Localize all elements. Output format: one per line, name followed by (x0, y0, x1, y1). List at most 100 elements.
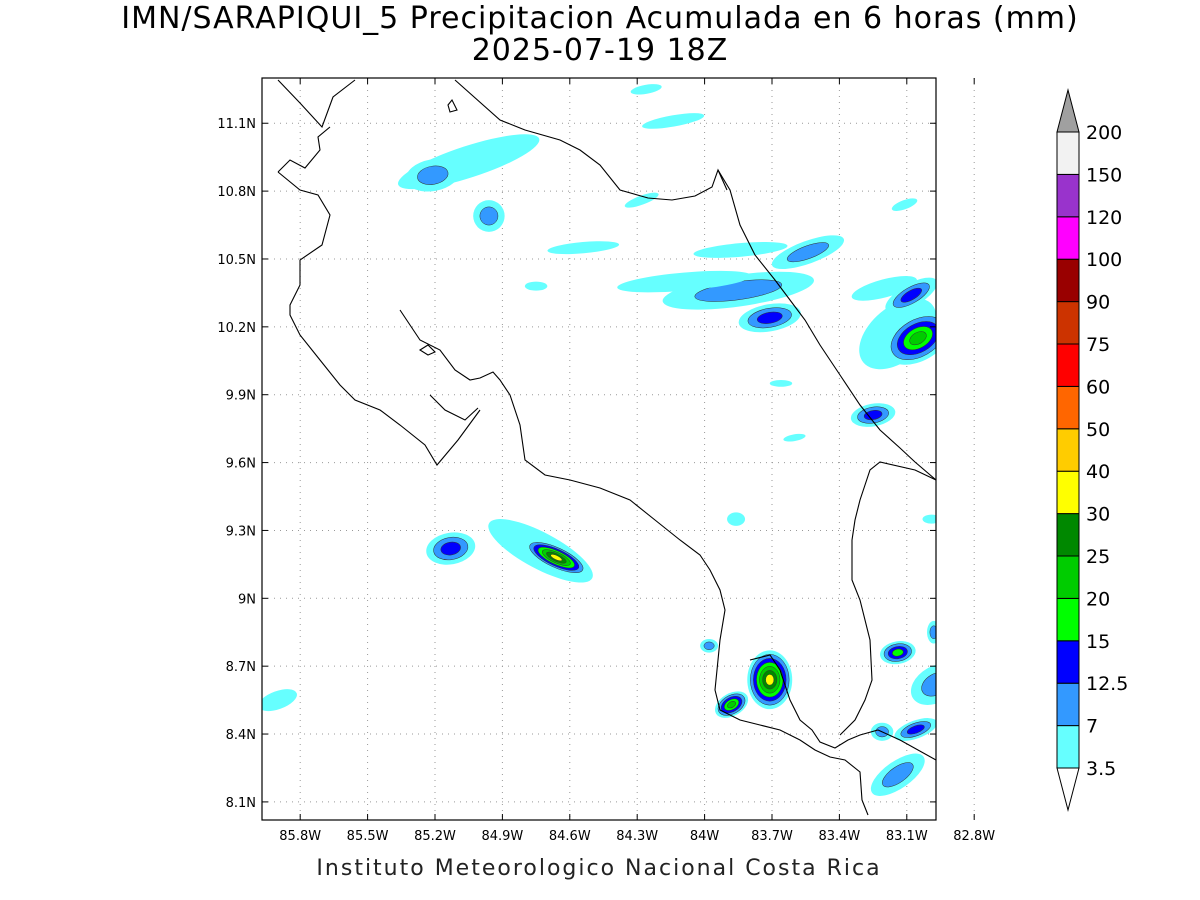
colorbar-swatch (1056, 131, 1080, 175)
colorbar-level-label: 20 (1086, 588, 1110, 610)
precip-contour-level-3.5 (891, 198, 918, 211)
precip-cell (624, 192, 659, 208)
colorbar-level-label: 25 (1086, 546, 1110, 568)
precip-contour-level-15 (892, 648, 904, 657)
pacific-coast-guanacaste (277, 171, 481, 466)
colorbar-level-label: 120 (1086, 207, 1122, 229)
colorbar-swatch (1056, 640, 1080, 684)
precip-contour-level-12.5 (440, 541, 461, 556)
lat-tick-label: 9N (238, 592, 256, 607)
colorbar-over-triangle (1056, 88, 1080, 133)
colorbar-level-label: 3.5 (1086, 758, 1116, 780)
precip-contour-level-3.5 (783, 433, 806, 442)
osa-gulf-coast (749, 654, 936, 761)
map-frame (261, 77, 937, 821)
precip-cell (850, 403, 896, 427)
precip-cell (870, 753, 925, 796)
precip-cell (851, 276, 917, 301)
colorbar-swatch (1056, 343, 1080, 387)
precipitation-field (262, 84, 936, 796)
lon-tick-label: 85.2W (414, 829, 456, 844)
precip-cell (769, 380, 793, 387)
lon-tick-label: 85.8W (279, 829, 321, 844)
precip-contour-level-3.5 (624, 192, 659, 208)
precip-cell (406, 158, 460, 192)
colorbar-level-label: 40 (1086, 461, 1110, 483)
colorbar-level-label: 60 (1086, 376, 1110, 398)
precip-cell (700, 639, 719, 653)
lat-tick-label: 8.1N (226, 796, 256, 811)
precip-cell (642, 113, 705, 129)
colorbar-legend: 3.5 7 12.5 15 20 25 30 40 50 60 75 90 100 120 150 200 (1056, 88, 1128, 812)
colorbar-swatch (1056, 725, 1080, 769)
colorbar-level-label: 50 (1086, 419, 1110, 441)
longitude-axis: 85.8W 85.5W 85.2W 84.9W 84.6W 84.3W 84W 83.7W 83… (279, 78, 995, 844)
precip-cell (922, 514, 936, 524)
precip-cell (693, 242, 788, 258)
lon-tick-label: 83.4W (818, 829, 860, 844)
precip-cell (783, 433, 806, 442)
lon-tick-label: 82.8W (953, 829, 995, 844)
map-background (262, 78, 936, 820)
colorbar-swatch (1056, 513, 1080, 557)
colorbar-swatch (1056, 301, 1080, 345)
footer-credit: Instituto Meteorologico Nacional Costa R… (316, 856, 882, 881)
lon-tick-label: 85.5W (347, 829, 389, 844)
colorbar-swatch (1056, 470, 1080, 515)
latitude-axis: 11.1N 10.8N 10.5N 10.2N 9.9N 9.6N 9.3N 9N 8.7N 8.… (217, 117, 936, 811)
precip-cell (894, 718, 936, 741)
precip-contour-level-7 (882, 762, 914, 788)
precip-contour-level-3.5 (547, 241, 620, 255)
colorbar-swatch (1056, 682, 1080, 727)
chart-title: IMN/SARAPIQUI_5 Precipitacion Acumulada … (121, 1, 1079, 36)
precip-cell (885, 277, 936, 313)
lat-tick-label: 9.6N (226, 457, 256, 472)
colorbar-level-label: 150 (1086, 164, 1122, 186)
nicaragua-coast (277, 79, 356, 129)
colorbar-swatch (1056, 555, 1080, 599)
precip-contour-level-3.5 (727, 512, 746, 526)
precip-contour-level-7 (929, 625, 936, 639)
precip-contour-level-3.5 (262, 689, 297, 712)
colorbar-swatch (1056, 258, 1080, 303)
precip-cell (927, 620, 936, 644)
colorbar-level-label: 30 (1086, 504, 1110, 526)
precip-contour-level-7 (703, 641, 715, 650)
colorbar-swatch (1056, 428, 1080, 472)
precip-contour-level-12.5 (756, 311, 783, 324)
lake-island (447, 98, 458, 113)
precip-cell (525, 540, 588, 576)
precip-contour-level-30 (765, 674, 775, 686)
precip-cell (891, 198, 918, 211)
colorbar-level-label: 7 (1086, 716, 1098, 738)
colorbar-level-label: 200 (1086, 122, 1122, 144)
nicoya-gulf-coast (399, 309, 869, 816)
lat-tick-label: 9.3N (226, 524, 256, 539)
precip-contour-level-7 (417, 165, 449, 185)
caribbean-coast (717, 169, 936, 481)
lake-nicaragua-shore (454, 79, 728, 201)
precip-cell (727, 512, 746, 526)
coco-peninsula (429, 394, 479, 421)
precip-contour-level-12.5 (906, 724, 925, 735)
colorbar-level-label: 100 (1086, 249, 1122, 271)
colorbar-swatch (1056, 216, 1080, 260)
precip-contour-level-3.5 (769, 380, 793, 387)
precip-cell (617, 270, 752, 293)
lat-tick-label: 8.4N (226, 728, 256, 743)
precip-contour-level-3.5 (524, 281, 548, 291)
lon-tick-label: 84.9W (481, 829, 523, 844)
precip-contour-level-20 (909, 331, 927, 346)
precip-contour-level-12.5 (863, 410, 883, 421)
precip-contour-level-7 (786, 242, 829, 263)
precip-cell (426, 532, 476, 565)
precip-contour-level-3.5 (617, 270, 752, 293)
chart-subtitle-datetime: 2025-07-19 18Z (471, 33, 729, 68)
nicaragua-costa-rica-border (277, 126, 331, 173)
precip-cell (524, 281, 548, 291)
precip-cell (630, 84, 662, 95)
colorbar-level-label: 75 (1086, 334, 1110, 356)
precip-contour-level-12.5 (900, 287, 922, 303)
colorbar-swatch (1056, 385, 1080, 430)
lon-tick-label: 83.1W (886, 829, 928, 844)
